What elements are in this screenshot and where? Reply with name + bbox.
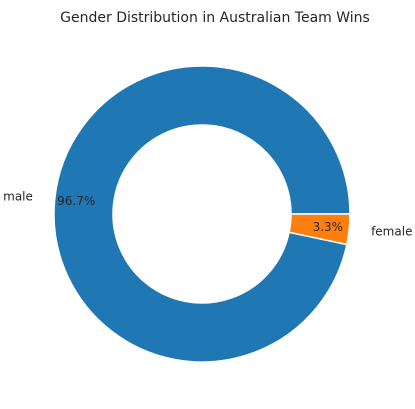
pct-label-male: 96.7% bbox=[57, 194, 95, 208]
category-label-male: male bbox=[3, 189, 33, 203]
slice-female bbox=[288, 213, 351, 246]
pct-label-female: 3.3% bbox=[313, 220, 344, 234]
labels-group: 96.7% male 3.3% female bbox=[3, 189, 412, 238]
slices-group bbox=[53, 65, 351, 363]
chart-title: Gender Distribution in Australian Team W… bbox=[60, 10, 370, 26]
category-label-female: female bbox=[371, 225, 412, 239]
slice-male bbox=[53, 65, 351, 363]
